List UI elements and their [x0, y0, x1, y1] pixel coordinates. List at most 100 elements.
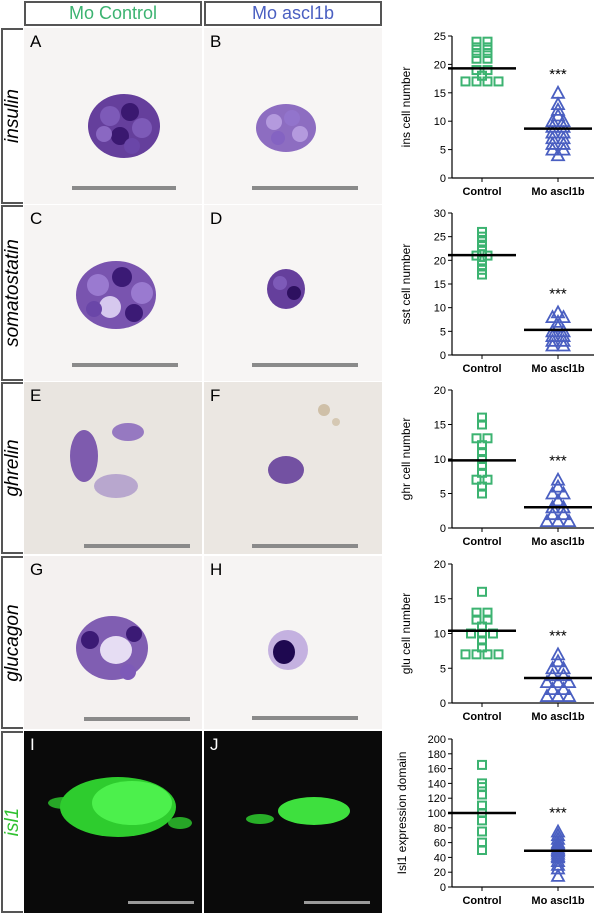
x-tick-label: Control	[462, 895, 501, 907]
y-tick-label: 25	[434, 232, 446, 244]
micrograph-panel-c: C	[24, 205, 202, 381]
data-point-control	[477, 826, 487, 837]
y-tick-label: 5	[440, 145, 446, 157]
y-tick-label: 0	[440, 173, 446, 185]
y-axis-label: ghr cell number	[399, 418, 413, 501]
y-tick-label: 20	[434, 59, 446, 71]
row-label-ghrelin: ghrelin	[1, 382, 23, 554]
row-label-insulin: insulin	[1, 28, 23, 204]
data-point-morphant	[544, 136, 561, 150]
data-point-control	[482, 36, 493, 47]
y-tick-label: 200	[428, 734, 446, 746]
x-tick-label: Mo ascl1b	[531, 363, 584, 375]
data-point-morphant	[561, 513, 577, 528]
data-point-morphant	[544, 660, 561, 675]
y-tick-label: 5	[440, 489, 446, 501]
data-point-morphant	[550, 688, 566, 702]
data-point-morphant	[550, 471, 566, 486]
data-point-morphant	[550, 318, 566, 333]
row-label-glucagon: glucagon	[1, 556, 23, 729]
x-tick-label: Mo ascl1b	[531, 536, 584, 548]
y-tick-label: 80	[434, 823, 446, 835]
data-point-control	[493, 76, 504, 87]
data-point-control	[477, 460, 487, 471]
scatter-chart-ghr: 0 5 10 15 20 ghr cell number Control Mo ascl1b *…	[392, 382, 600, 554]
data-point-morphant	[544, 141, 561, 156]
data-point-control	[477, 269, 487, 280]
micrograph-panel-e: E	[24, 382, 202, 554]
data-point-morphant	[555, 337, 572, 352]
row-label-isl1: isl1	[1, 731, 23, 913]
panel-letter: J	[210, 735, 219, 754]
data-point-morphant	[550, 107, 566, 122]
data-point-morphant	[555, 332, 572, 347]
y-tick-label: 0	[440, 350, 446, 362]
data-point-control	[477, 815, 487, 826]
data-point-morphant	[561, 688, 577, 702]
scatter-chart-glu: 0 5 10 15 20 glu cell number Control Mo ascl1b *…	[392, 556, 600, 729]
data-point-control	[477, 488, 487, 499]
y-tick-label: 40	[434, 852, 446, 864]
data-point-control	[482, 76, 493, 87]
data-point-control	[482, 607, 493, 618]
data-point-control	[482, 53, 493, 64]
y-tick-label: 15	[434, 279, 446, 291]
data-point-control	[477, 759, 487, 770]
scatter-chart-sst: 0 5 10 15 20 25 30 sst cell number Control Mo asc…	[392, 205, 600, 381]
data-point-control	[482, 474, 493, 485]
data-point-control	[477, 481, 487, 492]
data-point-morphant	[544, 506, 561, 521]
x-tick-label: Control	[462, 186, 501, 198]
data-point-morphant	[544, 337, 561, 352]
data-point-morphant	[550, 313, 566, 328]
y-tick-label: 0	[440, 523, 446, 535]
data-point-morphant	[550, 84, 566, 99]
panel-letter: F	[210, 386, 221, 405]
x-tick-label: Mo ascl1b	[531, 711, 584, 723]
data-point-control	[477, 635, 487, 646]
significance-label: ***	[549, 805, 567, 822]
data-point-control	[477, 642, 487, 653]
significance-label: ***	[549, 627, 567, 644]
data-point-control	[477, 419, 487, 430]
micrograph-panel-d: D	[204, 205, 382, 381]
data-point-control	[471, 53, 482, 64]
data-point-morphant	[544, 309, 561, 324]
micrograph-panel-a: A	[24, 28, 202, 204]
panel-letter: B	[210, 32, 222, 51]
data-point-morphant	[561, 674, 577, 689]
column-header-control: Mo Control	[24, 1, 202, 26]
data-point-control	[477, 586, 487, 597]
panel-letter: H	[210, 560, 223, 579]
data-point-morphant	[550, 101, 566, 116]
y-tick-label: 10	[434, 303, 446, 315]
panel-letter: C	[30, 209, 43, 228]
fluorescence-panel-i: I	[24, 731, 202, 913]
data-point-morphant	[555, 660, 572, 675]
y-tick-label: 180	[428, 749, 446, 761]
y-tick-label: 60	[434, 838, 446, 850]
y-tick-label: 160	[428, 764, 446, 776]
y-tick-label: 20	[434, 255, 446, 267]
data-point-control	[477, 440, 487, 451]
scatter-chart-ins: 0 5 10 15 20 25 ins cell number Control Mo ascl1…	[392, 28, 600, 204]
data-point-morphant	[550, 868, 566, 882]
y-tick-label: 0	[440, 698, 446, 710]
data-point-control	[471, 607, 482, 618]
data-point-control	[471, 649, 482, 660]
micrograph-panel-g: G	[24, 556, 202, 729]
data-point-control	[471, 42, 482, 53]
data-point-morphant	[539, 674, 555, 689]
row-label-somatostatin: somatostatin	[1, 205, 23, 381]
data-point-control	[482, 48, 493, 59]
y-tick-label: 20	[434, 385, 446, 397]
data-point-control	[471, 474, 482, 485]
data-point-morphant	[544, 332, 561, 347]
data-point-morphant	[550, 674, 566, 689]
panel-letter: G	[30, 560, 44, 579]
y-axis-label: Isl1 expression domain	[395, 752, 409, 875]
data-point-morphant	[555, 136, 572, 150]
data-point-control	[477, 447, 487, 458]
data-point-morphant	[550, 646, 566, 661]
data-point-morphant	[550, 492, 566, 507]
